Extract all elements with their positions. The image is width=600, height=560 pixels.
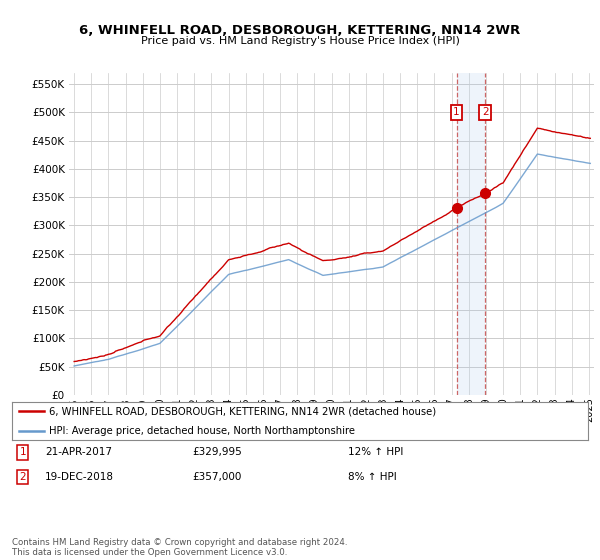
Text: 21-APR-2017: 21-APR-2017 <box>45 447 112 458</box>
Text: 2: 2 <box>482 108 488 118</box>
Text: 8% ↑ HPI: 8% ↑ HPI <box>348 472 397 482</box>
Text: 6, WHINFELL ROAD, DESBOROUGH, KETTERING, NN14 2WR: 6, WHINFELL ROAD, DESBOROUGH, KETTERING,… <box>79 24 521 36</box>
Text: HPI: Average price, detached house, North Northamptonshire: HPI: Average price, detached house, Nort… <box>49 426 355 436</box>
Text: £357,000: £357,000 <box>192 472 241 482</box>
Text: 1: 1 <box>19 447 26 458</box>
Bar <box>457 73 485 395</box>
Text: 19-DEC-2018: 19-DEC-2018 <box>45 472 114 482</box>
Text: 2: 2 <box>19 472 26 482</box>
Text: Price paid vs. HM Land Registry's House Price Index (HPI): Price paid vs. HM Land Registry's House … <box>140 36 460 46</box>
Text: Contains HM Land Registry data © Crown copyright and database right 2024.
This d: Contains HM Land Registry data © Crown c… <box>12 538 347 557</box>
Text: 6, WHINFELL ROAD, DESBOROUGH, KETTERING, NN14 2WR (detached house): 6, WHINFELL ROAD, DESBOROUGH, KETTERING,… <box>49 406 437 416</box>
Text: 12% ↑ HPI: 12% ↑ HPI <box>348 447 403 458</box>
Text: £329,995: £329,995 <box>192 447 242 458</box>
Text: 1: 1 <box>453 108 460 118</box>
